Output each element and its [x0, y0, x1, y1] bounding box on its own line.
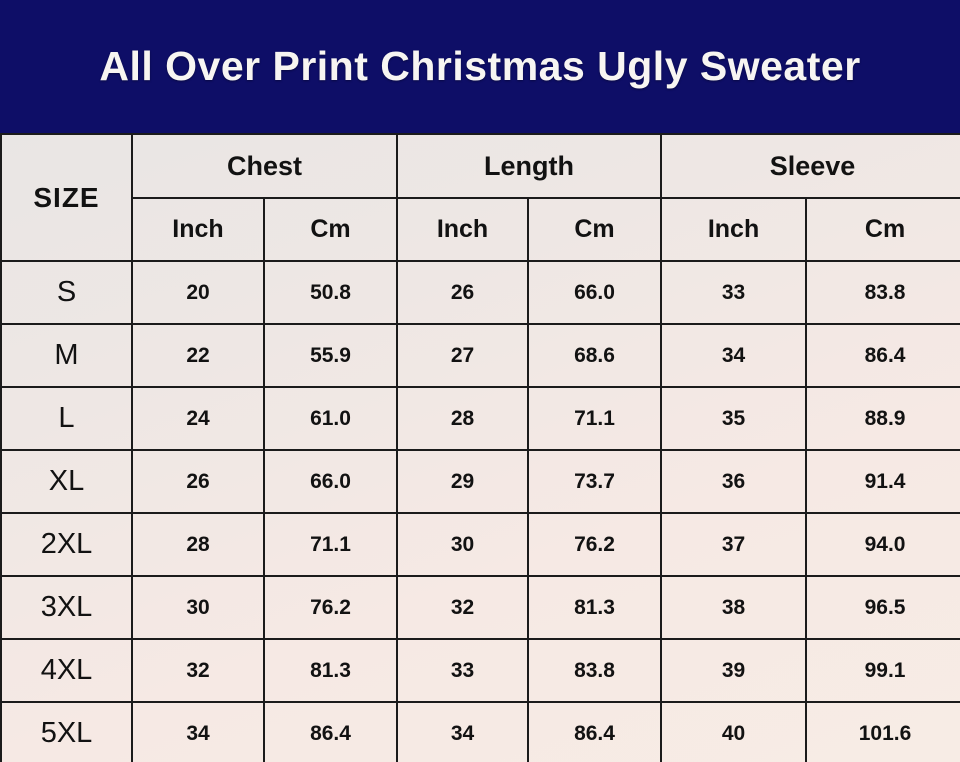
cell-length-inch: 33	[396, 638, 530, 703]
cell-length-inch: 28	[396, 386, 530, 451]
table-row-2xl: 2XL 28 71.1 30 76.2 37 94.0	[0, 512, 960, 577]
cell-sleeve-inch: 40	[660, 701, 808, 762]
cell-chest-cm: 61.0	[262, 386, 399, 451]
cell-sleeve-cm: 86.4	[805, 323, 960, 388]
size-label: 2XL	[0, 512, 133, 577]
cell-length-cm: 76.2	[527, 512, 663, 577]
unit-header-sleeve-inch: Inch	[660, 197, 808, 262]
table-row-3xl: 3XL 30 76.2 32 81.3 38 96.5	[0, 575, 960, 640]
cell-sleeve-inch: 34	[660, 323, 808, 388]
cell-sleeve-inch: 36	[660, 449, 808, 514]
cell-sleeve-cm: 99.1	[805, 638, 960, 703]
size-label: L	[0, 386, 133, 451]
cell-length-inch: 29	[396, 449, 530, 514]
size-label: XL	[0, 449, 133, 514]
size-label: M	[0, 323, 133, 388]
cell-length-inch: 32	[396, 575, 530, 640]
size-chart-container: SIZE Chest Length Sleeve Inch Cm Inch Cm…	[0, 133, 960, 762]
cell-sleeve-cm: 96.5	[805, 575, 960, 640]
cell-sleeve-inch: 33	[660, 260, 808, 325]
cell-length-cm: 73.7	[527, 449, 663, 514]
unit-header-sleeve-cm: Cm	[805, 197, 960, 262]
page-title: All Over Print Christmas Ugly Sweater	[99, 43, 861, 89]
size-column-header: SIZE	[0, 133, 133, 262]
cell-chest-inch: 20	[131, 260, 265, 325]
cell-sleeve-inch: 35	[660, 386, 808, 451]
cell-sleeve-cm: 88.9	[805, 386, 960, 451]
table-row-xl: XL 26 66.0 29 73.7 36 91.4	[0, 449, 960, 514]
cell-length-cm: 81.3	[527, 575, 663, 640]
table-row-5xl: 5XL 34 86.4 34 86.4 40 101.6	[0, 701, 960, 762]
cell-chest-cm: 55.9	[262, 323, 399, 388]
cell-sleeve-cm: 83.8	[805, 260, 960, 325]
cell-sleeve-inch: 37	[660, 512, 808, 577]
title-banner: All Over Print Christmas Ugly Sweater	[0, 0, 960, 133]
table-row-s: S 20 50.8 26 66.0 33 83.8	[0, 260, 960, 325]
table-row-l: L 24 61.0 28 71.1 35 88.9	[0, 386, 960, 451]
table-row-4xl: 4XL 32 81.3 33 83.8 39 99.1	[0, 638, 960, 703]
cell-length-inch: 34	[396, 701, 530, 762]
unit-header-length-cm: Cm	[527, 197, 663, 262]
cell-chest-inch: 26	[131, 449, 265, 514]
cell-length-inch: 30	[396, 512, 530, 577]
cell-chest-cm: 50.8	[262, 260, 399, 325]
cell-length-cm: 71.1	[527, 386, 663, 451]
cell-chest-inch: 30	[131, 575, 265, 640]
size-chart-table: SIZE Chest Length Sleeve Inch Cm Inch Cm…	[0, 133, 960, 762]
unit-header-chest-inch: Inch	[131, 197, 265, 262]
group-header-length: Length	[396, 133, 663, 199]
cell-chest-cm: 86.4	[262, 701, 399, 762]
cell-sleeve-cm: 94.0	[805, 512, 960, 577]
group-header-sleeve: Sleeve	[660, 133, 960, 199]
cell-chest-inch: 32	[131, 638, 265, 703]
cell-sleeve-inch: 39	[660, 638, 808, 703]
unit-header-row: Inch Cm Inch Cm Inch Cm	[1, 197, 960, 262]
cell-length-cm: 68.6	[527, 323, 663, 388]
cell-length-cm: 86.4	[527, 701, 663, 762]
size-label: 5XL	[0, 701, 133, 762]
group-header-row: SIZE Chest Length Sleeve	[0, 133, 960, 262]
cell-chest-cm: 76.2	[262, 575, 399, 640]
cell-sleeve-inch: 38	[660, 575, 808, 640]
unit-header-length-inch: Inch	[396, 197, 530, 262]
cell-length-inch: 26	[396, 260, 530, 325]
cell-chest-inch: 24	[131, 386, 265, 451]
cell-length-cm: 83.8	[527, 638, 663, 703]
cell-sleeve-cm: 101.6	[805, 701, 960, 762]
table-row-m: M 22 55.9 27 68.6 34 86.4	[0, 323, 960, 388]
group-header-chest: Chest	[130, 133, 399, 199]
cell-chest-cm: 81.3	[262, 638, 399, 703]
size-label: S	[0, 260, 133, 325]
size-label: 3XL	[0, 575, 133, 640]
size-label: 4XL	[0, 638, 133, 703]
cell-sleeve-cm: 91.4	[805, 449, 960, 514]
cell-length-cm: 66.0	[527, 260, 663, 325]
cell-chest-inch: 22	[131, 323, 265, 388]
cell-chest-cm: 66.0	[262, 449, 399, 514]
unit-header-chest-cm: Cm	[262, 197, 399, 262]
cell-length-inch: 27	[396, 323, 530, 388]
cell-chest-inch: 28	[131, 512, 265, 577]
cell-chest-cm: 71.1	[262, 512, 399, 577]
cell-chest-inch: 34	[131, 701, 265, 762]
